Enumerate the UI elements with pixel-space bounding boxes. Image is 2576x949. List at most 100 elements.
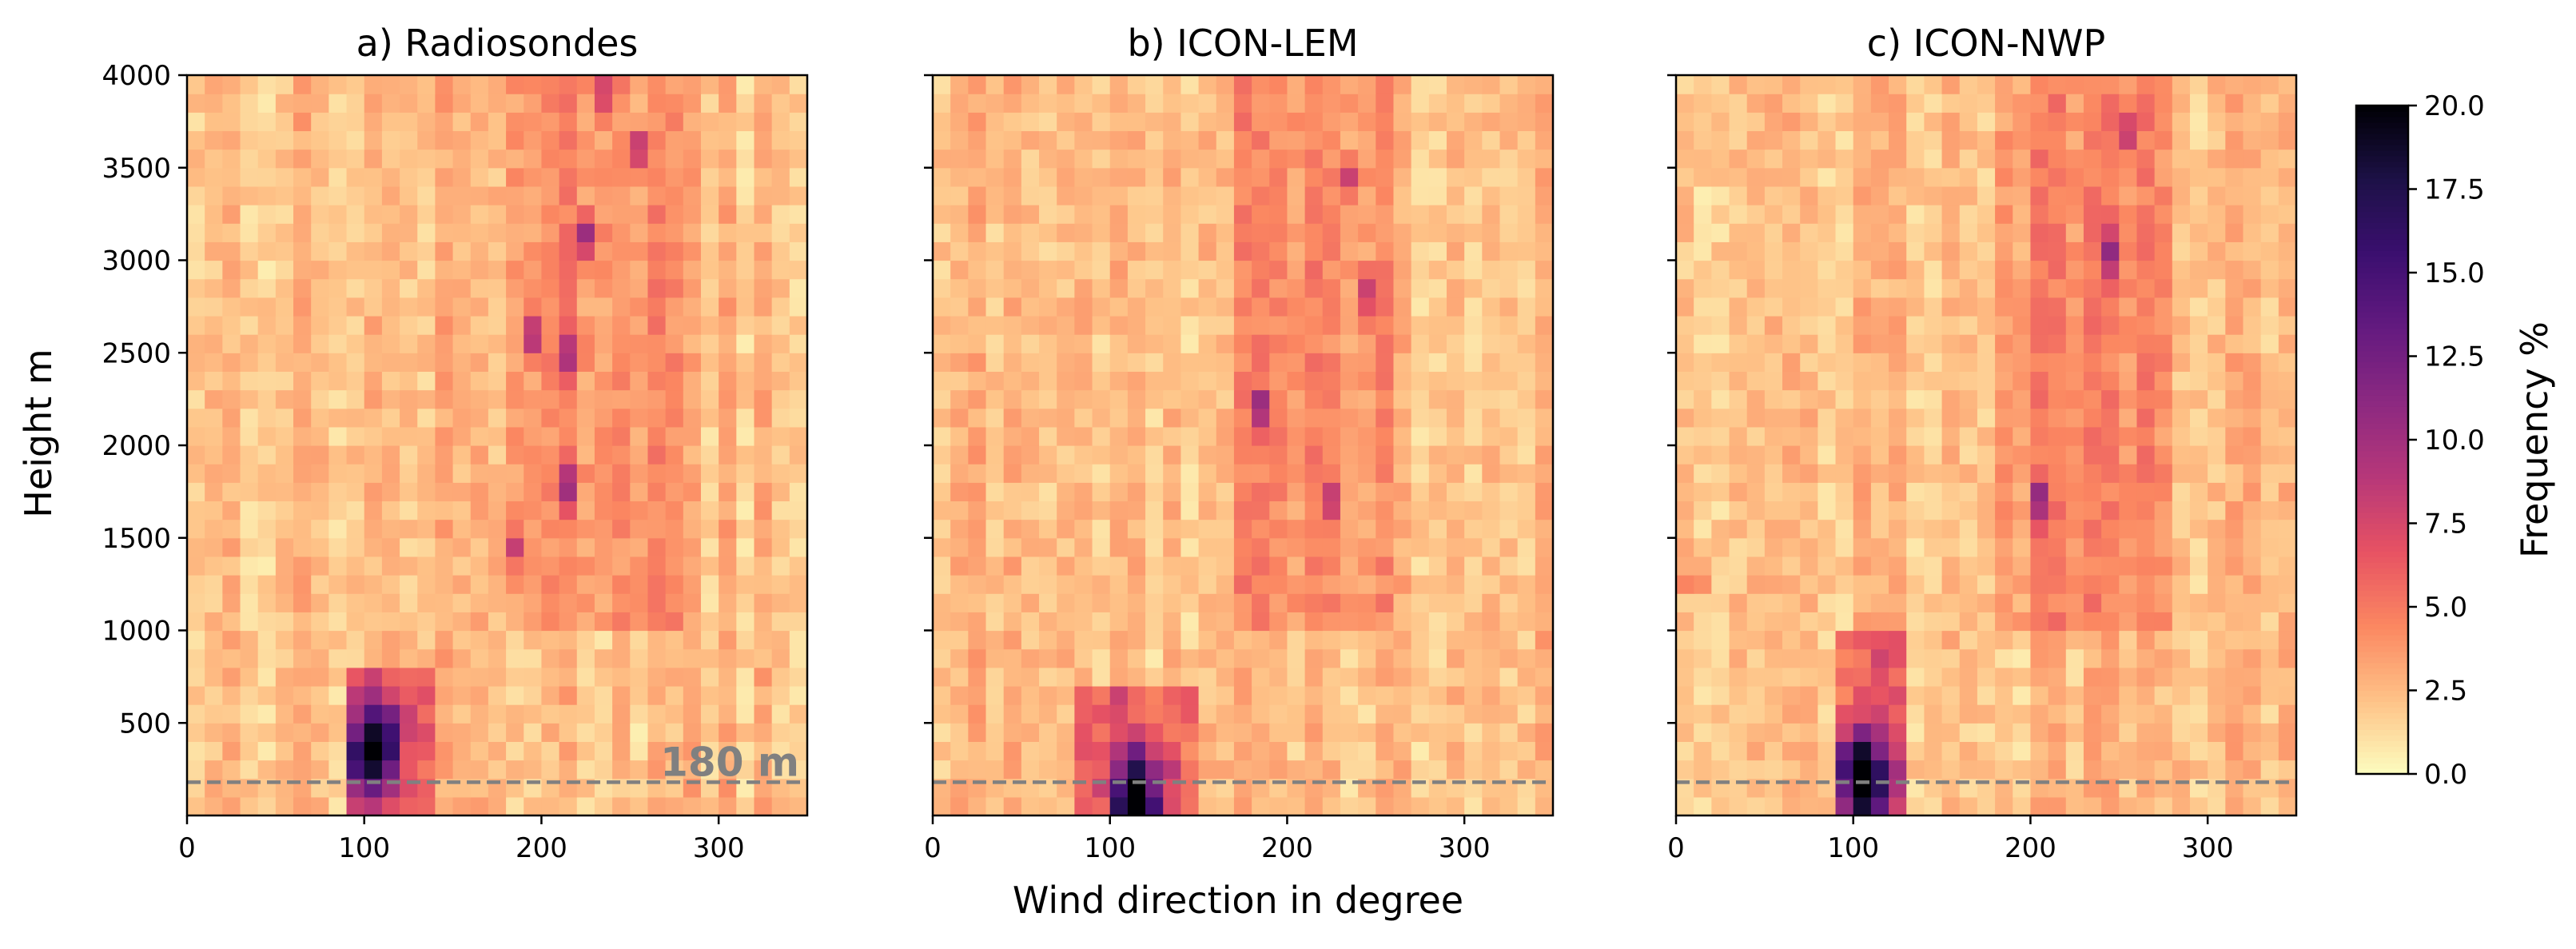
heatmap-cell — [719, 408, 737, 428]
heatmap-cell — [1322, 315, 1341, 335]
heatmap-cell — [2030, 260, 2049, 280]
heatmap-cell — [222, 575, 241, 594]
heatmap-cell — [1694, 260, 1712, 280]
heatmap-cell — [346, 593, 365, 612]
heatmap-cell — [205, 760, 223, 780]
heatmap-cell — [1393, 75, 1412, 94]
heatmap-cell — [1181, 167, 1200, 187]
heatmap-cell — [311, 612, 329, 632]
heatmap-cell — [2278, 760, 2296, 780]
heatmap-cell — [205, 796, 223, 815]
heatmap-cell — [2260, 371, 2279, 391]
heatmap-cell — [1252, 685, 1270, 705]
heatmap-cell — [2101, 334, 2120, 353]
heatmap-cell — [933, 500, 951, 520]
heatmap-cell — [452, 426, 472, 446]
heatmap-cell — [1924, 130, 1943, 150]
heatmap-cell — [1393, 556, 1412, 576]
heatmap-cell — [364, 537, 383, 557]
colorbar-label: Frequency % — [2513, 321, 2556, 558]
heatmap-cell — [1376, 593, 1395, 612]
heatmap-cell — [1376, 723, 1395, 742]
heatmap-cell — [1977, 704, 1996, 724]
heatmap-cell — [933, 575, 951, 594]
heatmap-cell — [1287, 241, 1306, 261]
heatmap-cell — [2101, 185, 2120, 205]
heatmap-cell — [506, 94, 524, 113]
heatmap-cell — [1711, 519, 1730, 539]
heatmap-cell — [1482, 537, 1501, 557]
x-tick-label: 0 — [178, 832, 196, 864]
heatmap-cell — [506, 260, 524, 280]
heatmap-cell — [1499, 464, 1519, 483]
heatmap-cell — [1411, 445, 1430, 465]
heatmap-cell — [594, 334, 613, 353]
heatmap-cell — [1376, 241, 1395, 261]
heatmap-cell — [1322, 426, 1341, 446]
heatmap-cell — [1835, 556, 1854, 576]
heatmap-cell — [1517, 278, 1536, 298]
heatmap-cell — [1517, 482, 1536, 502]
heatmap-cell — [1039, 149, 1057, 169]
heatmap-cell — [2225, 464, 2244, 483]
heatmap-cell — [736, 482, 755, 502]
colorbar-segment — [2356, 144, 2408, 151]
heatmap-cell — [1517, 315, 1536, 335]
heatmap-cell — [275, 796, 294, 815]
heatmap-cell — [1482, 685, 1501, 705]
heatmap-cell — [1145, 796, 1164, 815]
heatmap-cell — [1959, 464, 1978, 483]
colorbar-segment — [2356, 579, 2408, 585]
heatmap-cell — [541, 685, 560, 705]
heatmap-cell — [452, 389, 472, 409]
heatmap-cell — [2083, 315, 2102, 335]
heatmap-cell — [1746, 353, 1766, 372]
heatmap-cell — [1322, 278, 1341, 298]
heatmap-cell — [1181, 315, 1200, 335]
heatmap-cell — [1340, 482, 1359, 502]
heatmap-cell — [647, 648, 667, 668]
heatmap-cell — [506, 685, 524, 705]
heatmap-cell — [1109, 149, 1129, 169]
heatmap-cell — [1835, 500, 1854, 520]
heatmap-cell — [1464, 593, 1483, 612]
heatmap-cell — [1800, 205, 1818, 224]
heatmap-cell — [1729, 723, 1748, 742]
heatmap-cell — [612, 612, 631, 632]
heatmap-cell — [789, 278, 807, 298]
colorbar-segment — [2356, 573, 2408, 580]
heatmap-cell — [968, 297, 987, 317]
heatmap-cell — [524, 408, 543, 428]
heatmap-cell — [647, 334, 667, 353]
heatmap-cell — [1322, 130, 1341, 150]
heatmap-cell — [2243, 556, 2262, 576]
heatmap-cell — [240, 704, 259, 724]
heatmap-cell — [2030, 408, 2049, 428]
heatmap-cell — [2101, 648, 2120, 668]
heatmap-cell — [950, 704, 969, 724]
heatmap-cell — [2048, 112, 2067, 132]
heatmap-cell — [700, 75, 719, 94]
heatmap-cell — [346, 667, 365, 687]
heatmap-cell — [187, 130, 205, 150]
heatmap-cell — [2189, 593, 2208, 612]
heatmap-cell — [1074, 648, 1093, 668]
heatmap-cell — [771, 482, 790, 502]
heatmap-cell — [1676, 315, 1694, 335]
heatmap-cell — [1252, 297, 1270, 317]
heatmap-cell — [1764, 75, 1783, 94]
heatmap-cell — [1181, 741, 1200, 761]
heatmap-cell — [187, 556, 205, 576]
colorbar-tick-label: 20.0 — [2424, 90, 2485, 122]
heatmap-cell — [1941, 482, 1961, 502]
heatmap-cell — [1482, 408, 1501, 428]
heatmap-cell — [1322, 408, 1341, 428]
heatmap-cell — [771, 630, 790, 650]
heatmap-cell — [2119, 445, 2138, 465]
heatmap-cell — [985, 704, 1005, 724]
heatmap-cell — [789, 297, 807, 317]
heatmap-cell — [1517, 185, 1536, 205]
heatmap-cell — [1127, 556, 1146, 576]
heatmap-cell — [470, 630, 489, 650]
heatmap-cell — [470, 648, 489, 668]
